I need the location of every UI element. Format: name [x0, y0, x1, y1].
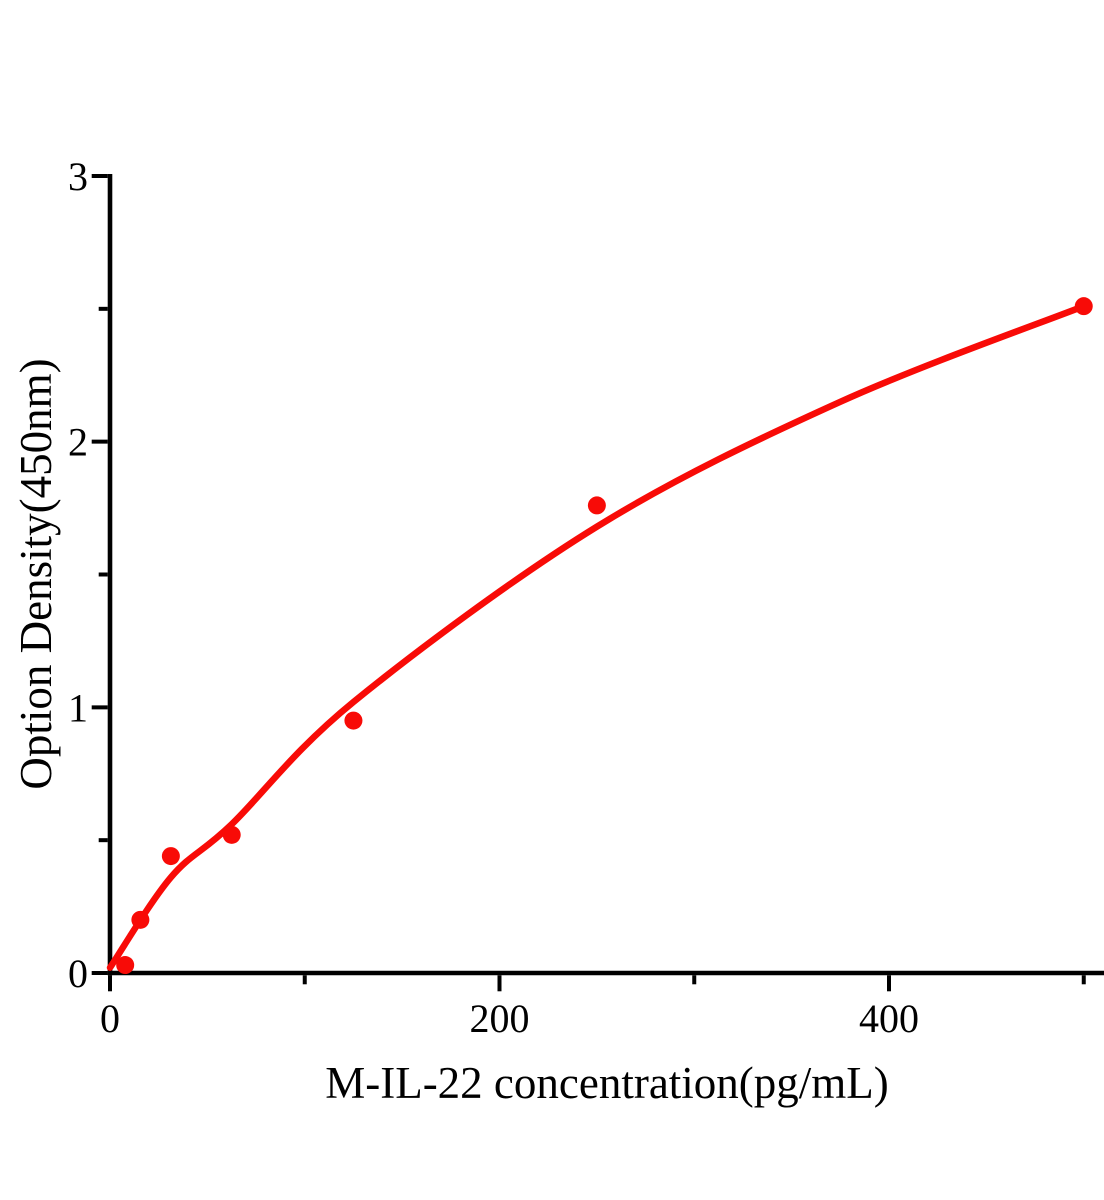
data-point: [161, 847, 180, 866]
x-tick-label: 200: [470, 996, 530, 1041]
fit-curve-line: [106, 302, 1087, 971]
data-point: [131, 910, 150, 929]
y-tick-label: 2: [68, 420, 88, 465]
y-tick-label: 3: [68, 154, 88, 199]
x-tick-label: 400: [859, 996, 919, 1041]
y-tick-label: 1: [68, 685, 88, 730]
data-point: [587, 496, 606, 515]
y-tick-label: 0: [68, 951, 88, 996]
x-axis-title: M-IL-22 concentration(pg/mL): [325, 1058, 889, 1108]
x-tick-label: 0: [100, 996, 120, 1041]
data-point: [116, 956, 135, 975]
y-axis-title: Option Density(450nm): [11, 358, 61, 790]
data-point: [222, 825, 241, 844]
data-point: [1074, 297, 1093, 316]
data-point: [344, 711, 363, 730]
